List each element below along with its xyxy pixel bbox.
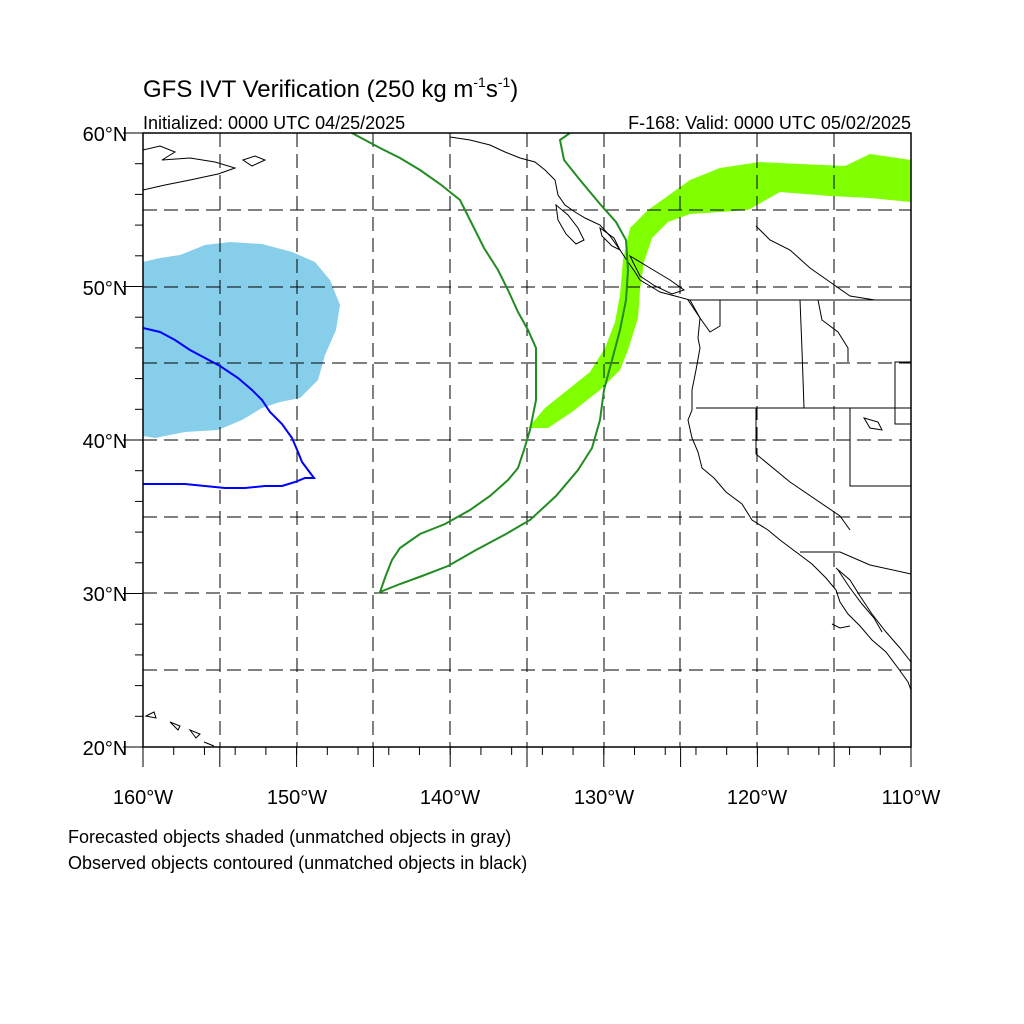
forecast-object-blue [143,242,340,438]
lat-label-60: 60°N [83,124,128,146]
lon-label-150w: 150°W [267,787,327,809]
observed-object-green [351,133,630,594]
valid-time-label: F-168: Valid: 0000 UTC 05/02/2025 [628,113,911,133]
figure-title: GFS IVT Verification (250 kg m-1s-1) [143,74,518,103]
lon-label-140w: 140°W [420,787,480,809]
footnote-forecast: Forecasted objects shaded (unmatched obj… [68,827,511,847]
lon-label-120w: 120°W [727,787,787,809]
footnote-observed: Observed objects contoured (unmatched ob… [68,853,527,873]
forecast-object-green [528,154,911,428]
init-time-label: Initialized: 0000 UTC 04/25/2025 [143,113,405,133]
lon-label-160w: 160°W [113,787,173,809]
lon-label-110w: 110°W [882,787,941,809]
lon-label-130w: 130°W [574,787,634,809]
coastlines [143,136,911,747]
axis-ticks [123,132,912,767]
lat-label-50: 50°N [83,278,128,300]
lat-label-20: 20°N [83,738,128,760]
observed-object-blue [143,327,316,489]
lat-label-30: 30°N [83,584,128,606]
lat-label-40: 40°N [83,431,128,453]
